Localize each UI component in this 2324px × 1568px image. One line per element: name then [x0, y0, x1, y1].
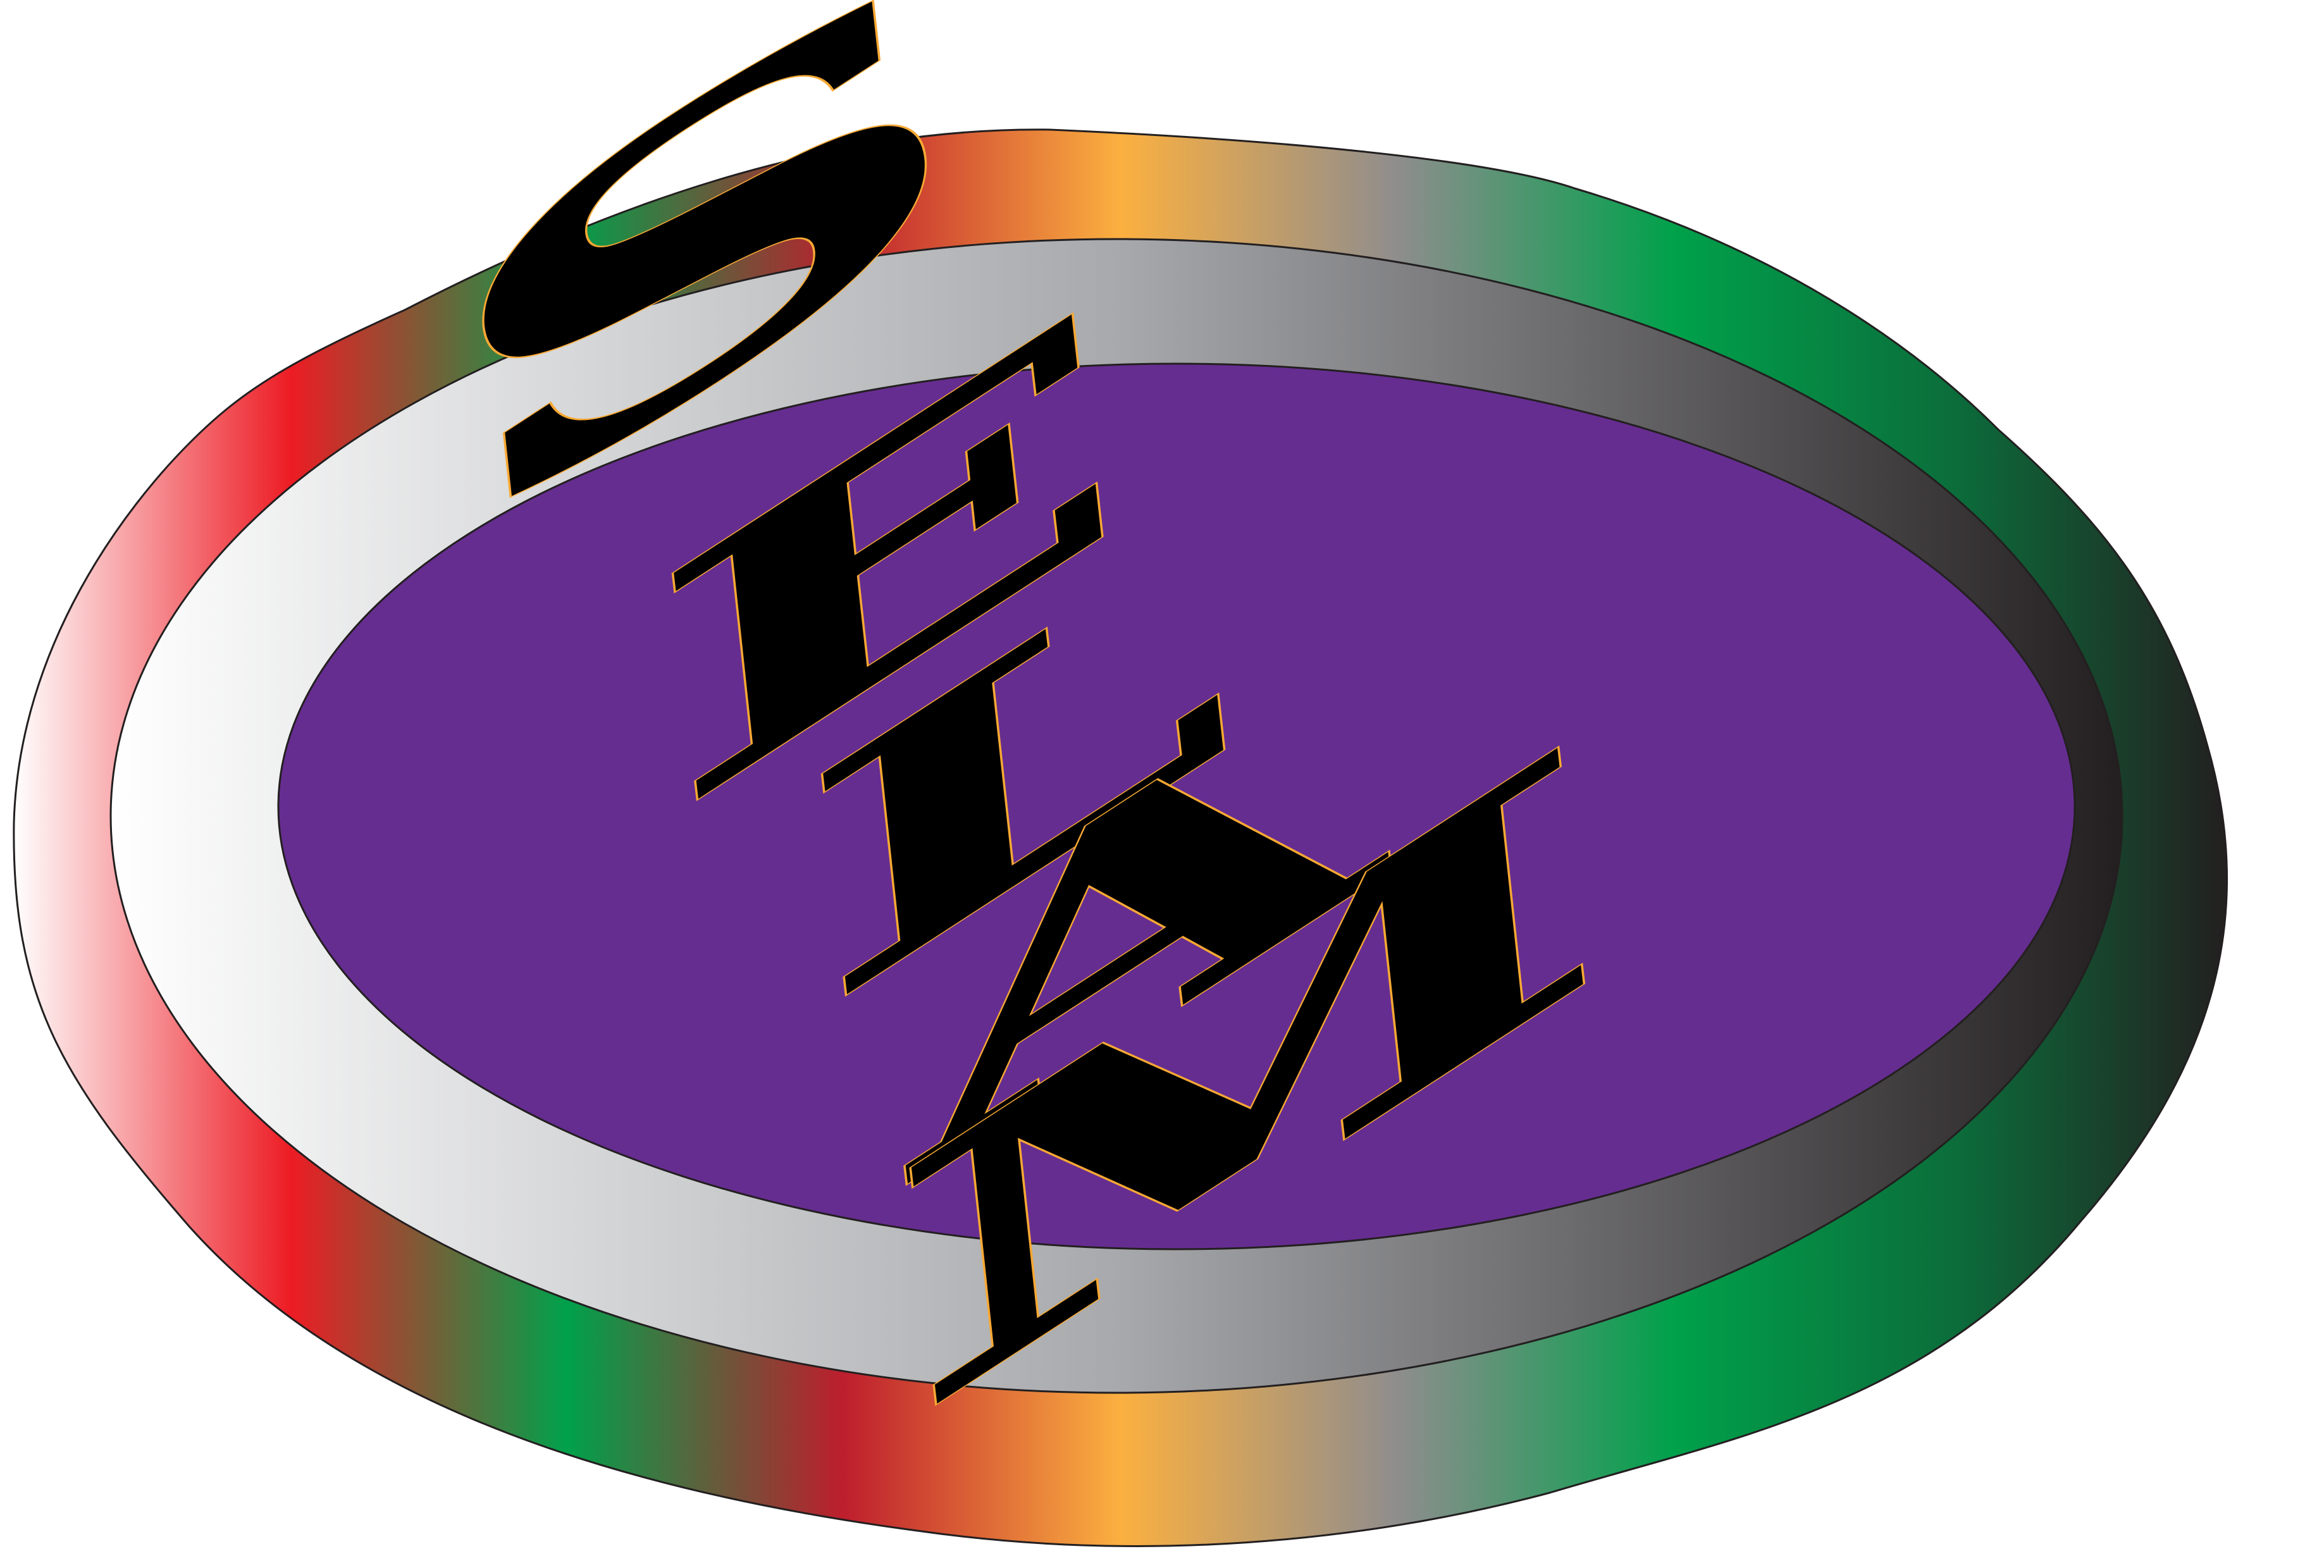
inner-oval — [277, 362, 2076, 1250]
